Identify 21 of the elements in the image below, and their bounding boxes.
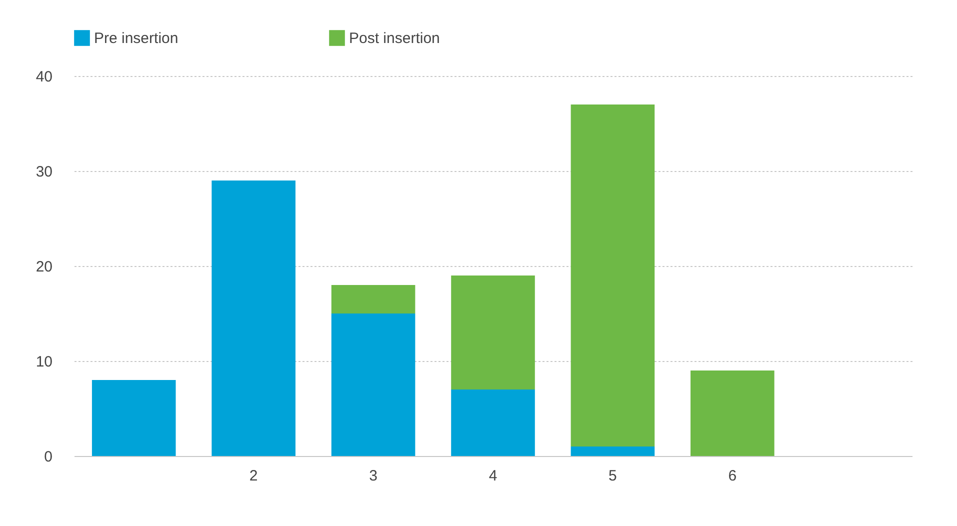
bar <box>570 446 655 456</box>
bar <box>570 104 655 446</box>
legend-label: Post insertion <box>349 30 440 47</box>
bar <box>212 180 296 456</box>
y-tick-label: 30 <box>36 164 52 180</box>
bar <box>331 285 416 314</box>
x-tick-label: 4 <box>488 468 498 484</box>
x-tick-label: 5 <box>608 468 617 484</box>
y-tick-label: 20 <box>36 258 52 276</box>
bar <box>690 370 774 456</box>
bar <box>451 276 535 390</box>
x-tick-label: 6 <box>728 468 737 484</box>
bar <box>451 390 535 456</box>
y-tick-label: 10 <box>36 354 52 370</box>
x-tick-label: 3 <box>369 468 378 484</box>
x-tick-label: 2 <box>249 468 258 484</box>
legend-label: Pre insertion <box>94 30 178 47</box>
y-tick-label: 0 <box>44 448 52 466</box>
bar <box>92 380 176 456</box>
y-tick-label: 40 <box>36 68 52 86</box>
bar <box>331 314 416 456</box>
